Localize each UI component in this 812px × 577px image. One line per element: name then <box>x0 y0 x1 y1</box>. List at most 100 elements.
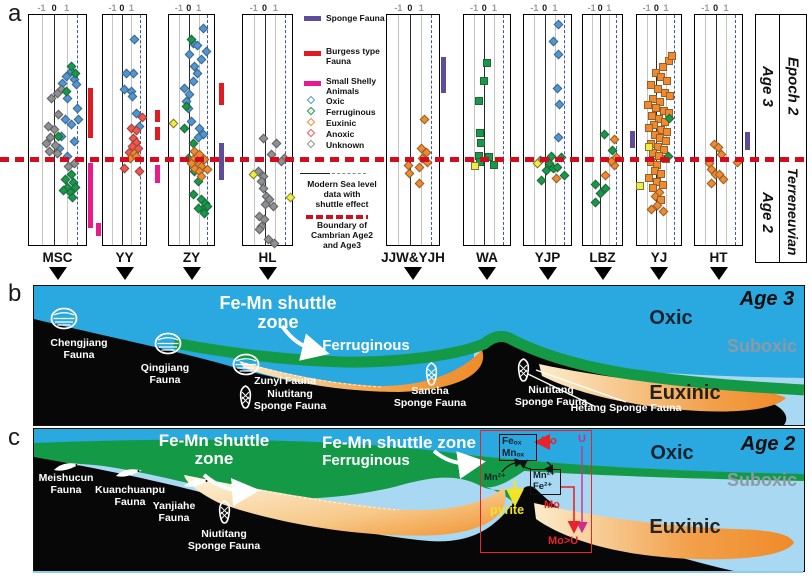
gridline <box>284 15 286 245</box>
axis-tick-label: -1 <box>108 3 117 13</box>
sea-level-legend-text: Modern Sea level data with shuttle effec… <box>307 179 377 209</box>
axis-tick-label: 1 <box>723 3 729 13</box>
fe-mn-oxide-box: Feₒₓ Mnₒₓ <box>499 434 537 461</box>
terreneuvian-cell: Terreneuvian <box>785 168 801 256</box>
legend-label: Burgess type Fauna <box>326 46 380 66</box>
data-point-sl <box>645 143 653 151</box>
gridline <box>264 15 266 245</box>
gridline <box>207 15 209 245</box>
fauna-label: Sancha Sponge Fauna <box>393 385 467 409</box>
data-point-ox <box>552 83 562 93</box>
plot-column-YJP: -1 0 1 YJP <box>523 3 572 280</box>
site-triangle-marker <box>709 267 728 280</box>
site-triangle-marker <box>115 267 134 280</box>
gridline <box>409 15 411 245</box>
dashed-line-icon <box>332 173 366 174</box>
data-point-eu <box>414 162 424 172</box>
oxic-diamond-icon <box>306 95 316 105</box>
site-label-HT: HT <box>709 250 728 265</box>
fe-mn-shuttle-zone-label: Fe-Mn shuttle zone <box>219 293 337 332</box>
plot-column-ZY: -1 0 1 ZY <box>168 3 215 280</box>
data-point-eu <box>404 168 414 178</box>
legend-label: Anoxic <box>326 129 355 139</box>
plot-column-YJ: -1 0 1 YJ <box>636 3 682 280</box>
data-point-ox <box>186 116 196 126</box>
data-point-eu <box>656 98 664 106</box>
data-point-an <box>134 166 144 176</box>
plot-column-MSC: -1 0 1 MSC <box>28 3 87 280</box>
age-3-cell: Age 3 <box>759 66 776 107</box>
anoxic-diamond-icon <box>306 128 316 138</box>
data-point-an <box>119 163 129 173</box>
ssa-range-bar <box>96 223 101 236</box>
data-point-ox <box>548 36 558 46</box>
axis-tick-label: -1 <box>394 3 403 13</box>
suboxic-zone-label: Suboxic <box>726 470 798 490</box>
legend-label: Ferruginous <box>326 107 376 117</box>
data-point-eu <box>663 128 671 136</box>
axis-tick-label: 1 <box>418 3 424 13</box>
data-point-ox <box>184 49 194 59</box>
legend: Sponge Fauna Burgess type Fauna Small Sh… <box>285 12 390 252</box>
axis-tick-label: 0 <box>597 3 603 13</box>
axis-tick-label: 1 <box>196 3 202 13</box>
site-label-MSC: MSC <box>42 250 73 265</box>
gridline <box>656 15 658 245</box>
axis-tick-label: 0 <box>407 3 413 13</box>
site-label-JJW&YJH: JJW&YJH <box>381 250 445 265</box>
data-point-ox <box>201 46 211 56</box>
axis-tick-label: -1 <box>587 3 596 13</box>
burgess-bar-swatch <box>304 51 321 56</box>
axis-tick-label: -1 <box>701 3 710 13</box>
gridline <box>421 15 423 245</box>
data-point-un <box>258 133 268 143</box>
mn-fe-reduced-box: Mn²⁺ Fe²⁺ <box>530 469 561 495</box>
gridline <box>600 15 602 245</box>
gridline <box>616 15 618 245</box>
axis-tick-label: 1 <box>491 3 497 13</box>
legend-label: Oxic <box>326 96 345 106</box>
data-point-eu <box>668 52 676 60</box>
legend-label: Euxinic <box>326 118 357 128</box>
u-label: U <box>578 433 586 445</box>
sponge-range-bar <box>745 132 750 150</box>
site-triangle-marker <box>182 267 201 280</box>
gridline <box>431 15 433 245</box>
plot-column-YY: -1 0 1 YY <box>102 3 147 280</box>
sponge-bar-swatch <box>304 16 321 21</box>
data-point-fe <box>480 77 488 85</box>
data-point-eu <box>662 137 670 145</box>
gridline <box>474 15 476 245</box>
axis-tick-label: -1 <box>174 3 183 13</box>
axis-tick-label: 1 <box>128 3 134 13</box>
site-label-HL: HL <box>258 250 277 265</box>
euxinic-zone-label: Euxinic <box>649 382 721 404</box>
axis-tick-label: -1 <box>37 3 46 13</box>
fe-mn-shuttle-zone-label-2: Fe-Mn shuttle zone <box>322 433 476 452</box>
site-triangle-marker <box>593 267 612 280</box>
axis-tick-label: 1 <box>64 3 70 13</box>
gridline <box>591 15 593 245</box>
age-2-label: Age 2 <box>740 433 796 455</box>
data-point-eu <box>609 134 619 144</box>
ssa-range-bar <box>155 165 160 183</box>
gridline <box>608 15 610 245</box>
axis-tick-label: 0 <box>713 3 719 13</box>
boundary-dash-icon <box>306 215 368 219</box>
gridline <box>121 15 123 245</box>
age2-age3-boundary-line <box>0 157 808 162</box>
gridline <box>253 15 255 245</box>
site-label-YJP: YJP <box>534 250 561 265</box>
data-point-fe <box>476 129 484 137</box>
euxinic-zone-label: Euxinic <box>649 516 721 538</box>
gridline <box>705 15 707 245</box>
data-point-fe <box>475 97 483 105</box>
site-triangle-marker <box>404 267 422 280</box>
age-column: Age 3 Age 2 <box>755 14 780 263</box>
ferruginous-zone-label: Ferruginous <box>322 452 410 469</box>
panel-b-letter: b <box>8 280 22 307</box>
data-point-ox <box>196 54 206 64</box>
bottom-sea-level-line <box>33 571 803 573</box>
gridline <box>112 15 114 245</box>
